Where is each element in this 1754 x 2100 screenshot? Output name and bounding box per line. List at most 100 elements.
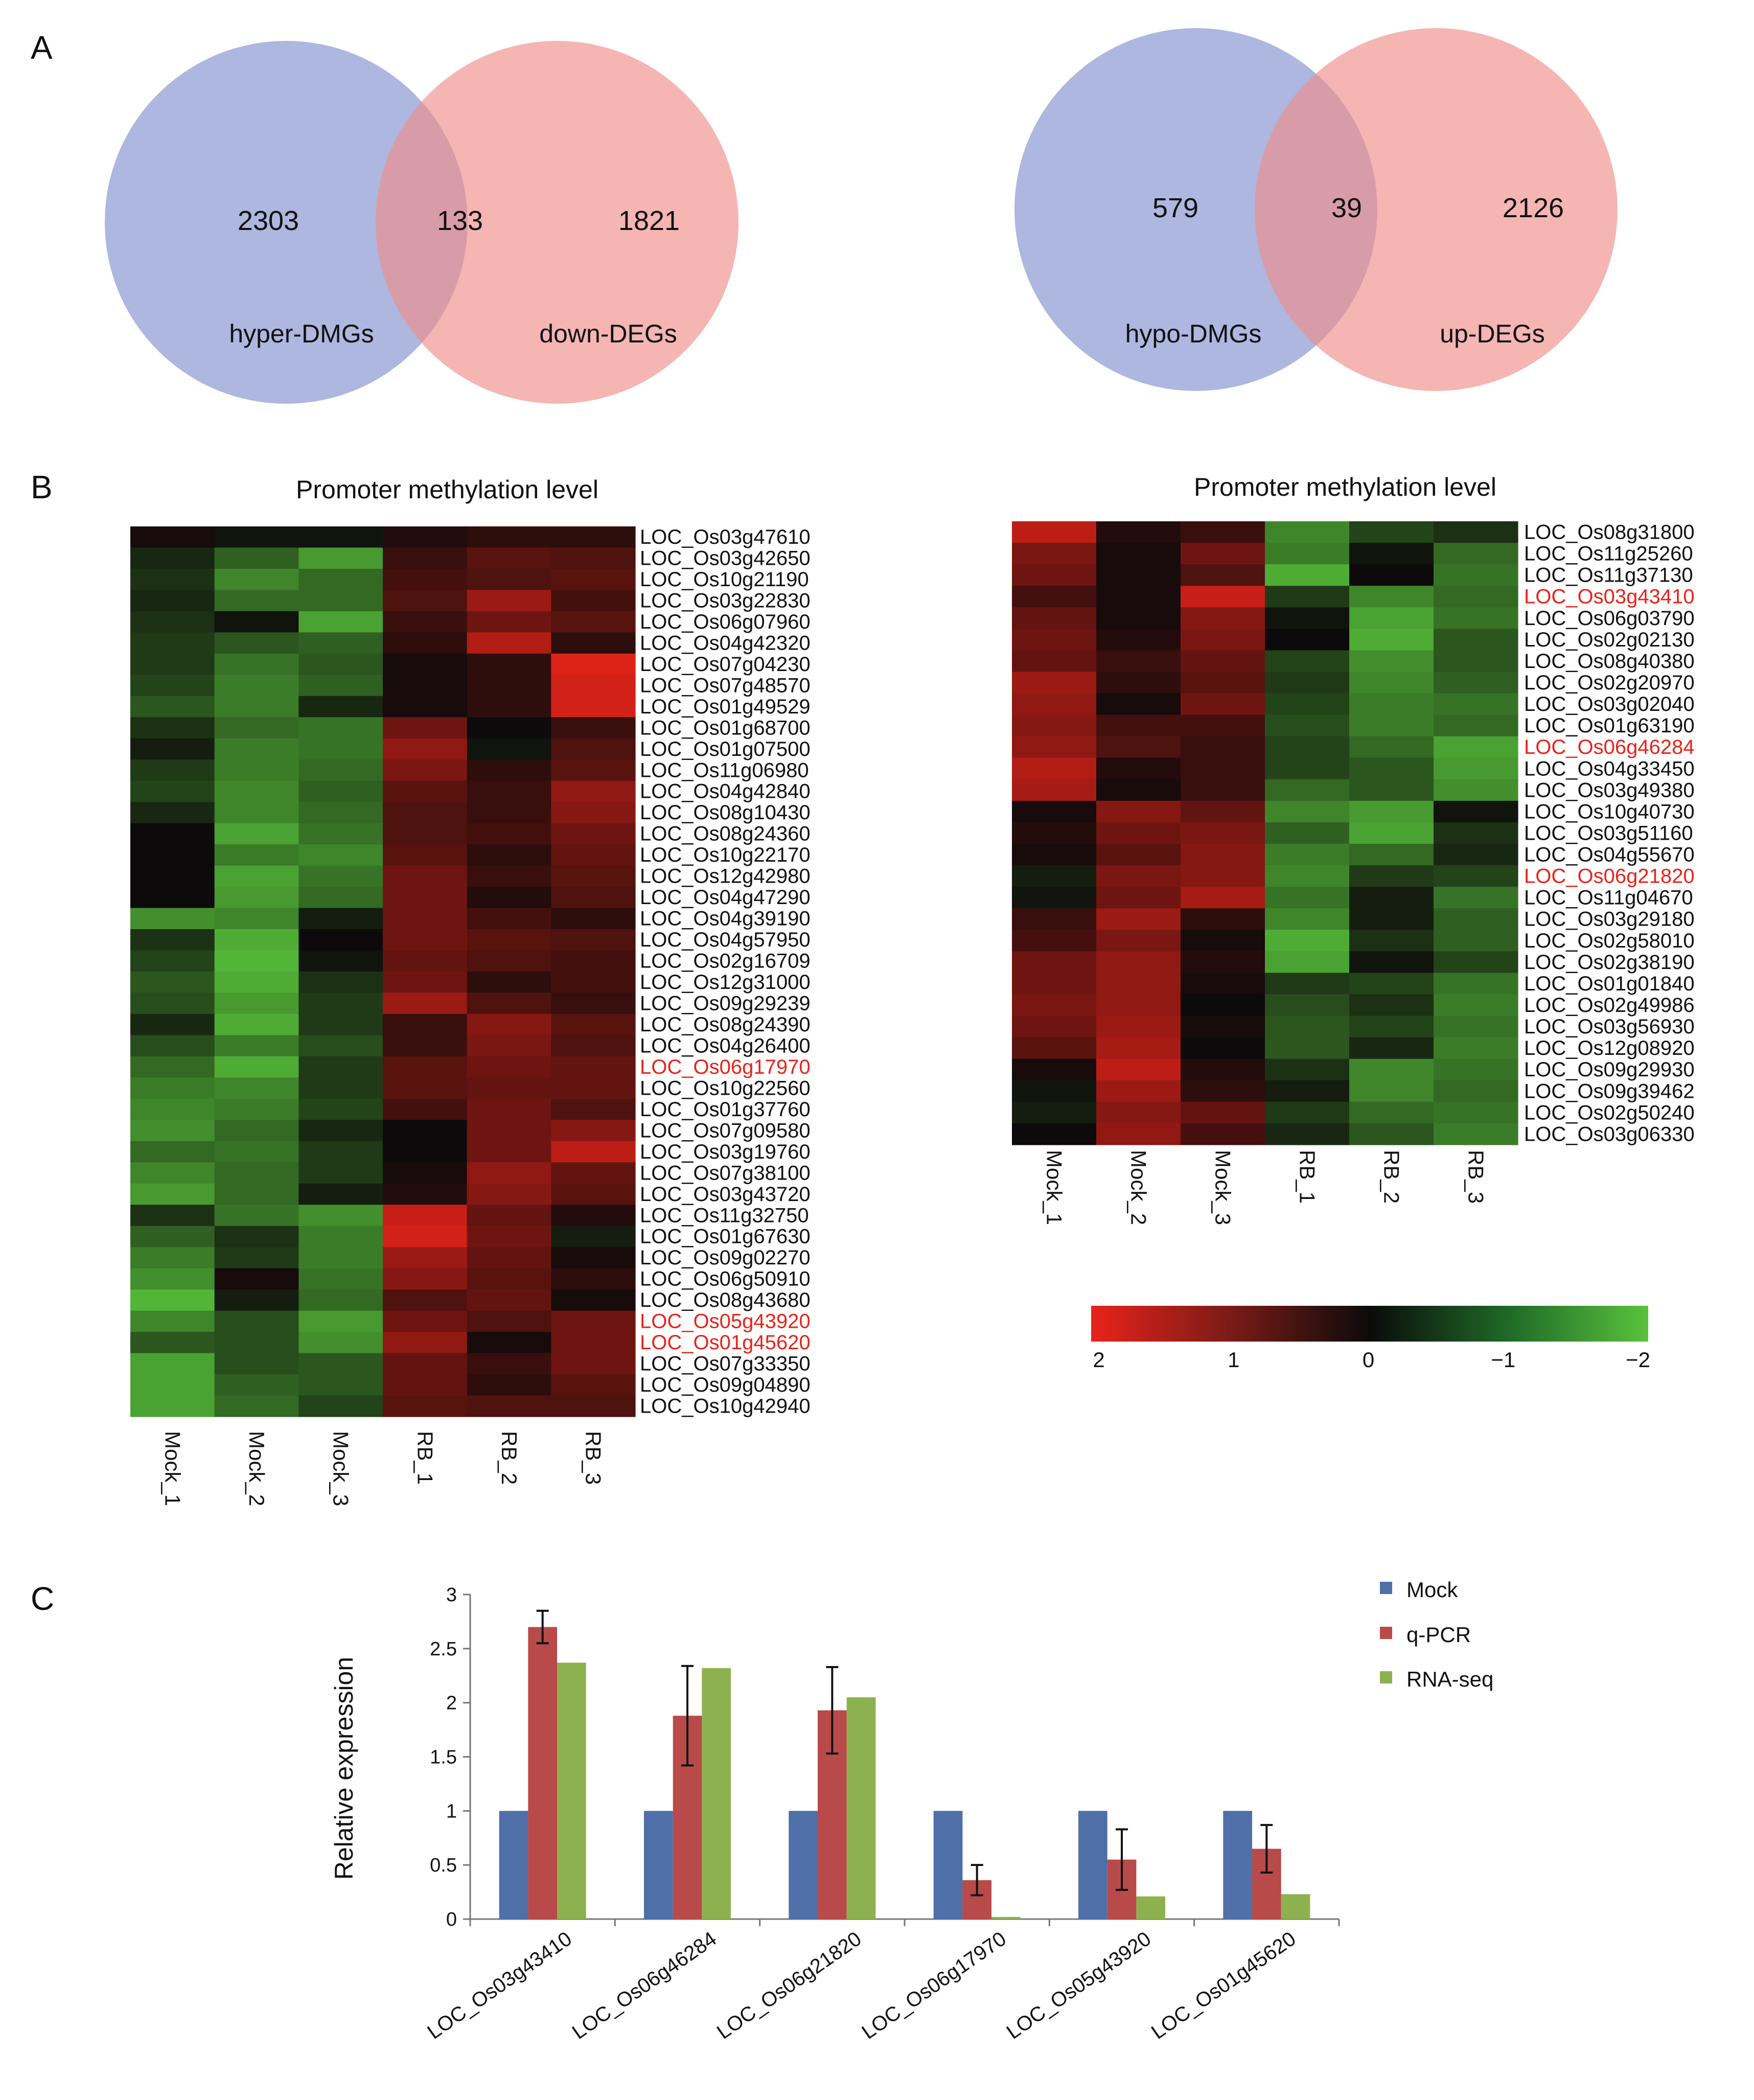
heatmap-1-cell bbox=[383, 1310, 468, 1332]
heatmap-1-cell bbox=[551, 887, 636, 909]
y-tick-label: 1 bbox=[446, 1801, 457, 1822]
heatmap-2-cell bbox=[1012, 930, 1097, 952]
heatmap-2-cell bbox=[1181, 779, 1265, 801]
heatmap-2-cell bbox=[1265, 908, 1350, 930]
heatmap-1-cell bbox=[383, 887, 468, 909]
heatmap-2-cell bbox=[1349, 543, 1434, 565]
heatmap-1-cell bbox=[551, 1077, 636, 1099]
heatmap-2-cell bbox=[1265, 629, 1350, 651]
heatmap-1-cell bbox=[467, 780, 551, 802]
heatmap-1-cell bbox=[214, 972, 299, 994]
x-category-label: LOC_Os03g43410 bbox=[423, 1927, 575, 2043]
heatmap-1-cell bbox=[467, 1013, 551, 1036]
heatmap-1-cell bbox=[467, 950, 551, 972]
heatmap-1-cell bbox=[214, 950, 299, 972]
heatmap-2-cell bbox=[1096, 757, 1181, 780]
heatmap-1-cell bbox=[551, 950, 636, 972]
heatmap-1-cell bbox=[551, 590, 636, 612]
heatmap-2-cell bbox=[1349, 930, 1434, 952]
heatmap-2-cell bbox=[1096, 908, 1181, 930]
heatmap-2-cell bbox=[1265, 930, 1350, 952]
heatmap-2-cell bbox=[1349, 887, 1434, 909]
heatmap-1-row-label: LOC_Os08g24390 bbox=[640, 1013, 811, 1036]
heatmap-2-cell bbox=[1012, 1016, 1097, 1038]
heatmap-1-cell bbox=[130, 802, 215, 824]
heatmap-2-cell bbox=[1012, 994, 1097, 1017]
heatmap-2-cell bbox=[1349, 1037, 1434, 1059]
heatmap-2-cell bbox=[1265, 1080, 1350, 1102]
heatmap-2-cell bbox=[1181, 736, 1265, 758]
heatmap-1-cell bbox=[214, 590, 299, 612]
heatmap-1-cell bbox=[298, 738, 383, 760]
heatmap-2-row-label: LOC_Os03g51160 bbox=[1524, 822, 1693, 844]
heatmap-2-cell bbox=[1434, 1080, 1518, 1102]
heatmap-2-column-label: RB_2 bbox=[1380, 1150, 1404, 1204]
bar-mock bbox=[499, 1811, 528, 1919]
heatmap-2-cell bbox=[1096, 1058, 1181, 1081]
heatmap-2-cell bbox=[1012, 629, 1097, 651]
heatmap-2-cell bbox=[1265, 757, 1350, 780]
heatmap-1-cell bbox=[383, 1226, 468, 1248]
heatmap-1-cell bbox=[467, 887, 551, 909]
heatmap-1-cell bbox=[298, 1162, 383, 1184]
heatmap-1-cell bbox=[130, 1162, 215, 1184]
heatmap-1-cell bbox=[551, 1247, 636, 1269]
heatmap-1-cell bbox=[383, 568, 468, 591]
heatmap-2-cell bbox=[1434, 1058, 1518, 1081]
heatmap-2-cell bbox=[1434, 672, 1518, 694]
heatmap-1-cell bbox=[298, 526, 383, 548]
venn-1-right-circle bbox=[376, 41, 738, 404]
heatmap-1-row-label: LOC_Os06g07960 bbox=[640, 611, 811, 633]
heatmap-1-row-label: LOC_Os01g37760 bbox=[640, 1098, 811, 1121]
heatmap-1-cell bbox=[467, 1268, 551, 1290]
heatmap-1-cell bbox=[383, 1120, 468, 1142]
heatmap-1-cell bbox=[551, 738, 636, 760]
heatmap-2-cell bbox=[1181, 521, 1265, 543]
heatmap-2-cell bbox=[1012, 973, 1097, 995]
y-tick-label: 2.5 bbox=[430, 1639, 457, 1660]
heatmap-1-cell bbox=[551, 1162, 636, 1184]
heatmap-1-cell bbox=[214, 611, 299, 633]
heatmap-1-cell bbox=[467, 653, 551, 675]
heatmap-1-cell bbox=[467, 908, 551, 930]
heatmap-1-cell bbox=[214, 759, 299, 781]
bar-chart-y-label: Relative expression bbox=[330, 1657, 358, 1880]
heatmap-1-cell bbox=[214, 802, 299, 824]
heatmap-2-cell bbox=[1181, 822, 1265, 844]
heatmap-1-cell bbox=[214, 526, 299, 548]
heatmap-1-cell bbox=[214, 1056, 299, 1078]
heatmap-2-cell bbox=[1265, 779, 1350, 801]
heatmap-1-cell bbox=[467, 1098, 551, 1120]
heatmap-1-cell bbox=[298, 1013, 383, 1036]
heatmap-1-column-label: Mock_3 bbox=[329, 1431, 353, 1506]
heatmap-2-row-label: LOC_Os03g43410 bbox=[1524, 586, 1695, 608]
bar-chart-legend: Mock q-PCR RNA-seq bbox=[1380, 1578, 1493, 1691]
venn-2-right-circle bbox=[1255, 28, 1618, 391]
heatmap-1-cell bbox=[298, 1289, 383, 1311]
heatmap-1-row-label: LOC_Os01g49529 bbox=[640, 696, 811, 718]
heatmap-1-cell bbox=[130, 653, 215, 675]
heatmap-1-cell bbox=[467, 1077, 551, 1099]
heatmap-1-row-label: LOC_Os07g48570 bbox=[640, 674, 811, 697]
heatmap-1-cell bbox=[551, 1056, 636, 1078]
heatmap-1-cell bbox=[214, 780, 299, 802]
heatmap-1-cell bbox=[551, 802, 636, 824]
heatmap-1-cell bbox=[214, 1013, 299, 1036]
heatmap-1-cell bbox=[298, 802, 383, 824]
heatmap-1-cell bbox=[551, 1268, 636, 1290]
heatmap-1-cell bbox=[130, 526, 215, 548]
heatmap-1-cell bbox=[383, 1162, 468, 1184]
heatmap-1-cell bbox=[383, 759, 468, 781]
heatmap-1-row-label: LOC_Os12g42980 bbox=[640, 865, 811, 888]
heatmap-1-cell bbox=[467, 738, 551, 760]
heatmap-2-cell bbox=[1181, 1101, 1265, 1124]
heatmap-2-cell bbox=[1096, 865, 1181, 887]
heatmap-1-cell bbox=[551, 844, 636, 866]
heatmap-1-cell bbox=[383, 1183, 468, 1205]
heatmap-1-cell bbox=[298, 844, 383, 866]
heatmap-1-cell bbox=[383, 780, 468, 802]
heatmap-1-cell bbox=[214, 929, 299, 951]
heatmap-1-cell bbox=[214, 1374, 299, 1396]
heatmap-1-cell bbox=[298, 1247, 383, 1269]
venn-1-right-label: down-DEGs bbox=[539, 319, 677, 348]
